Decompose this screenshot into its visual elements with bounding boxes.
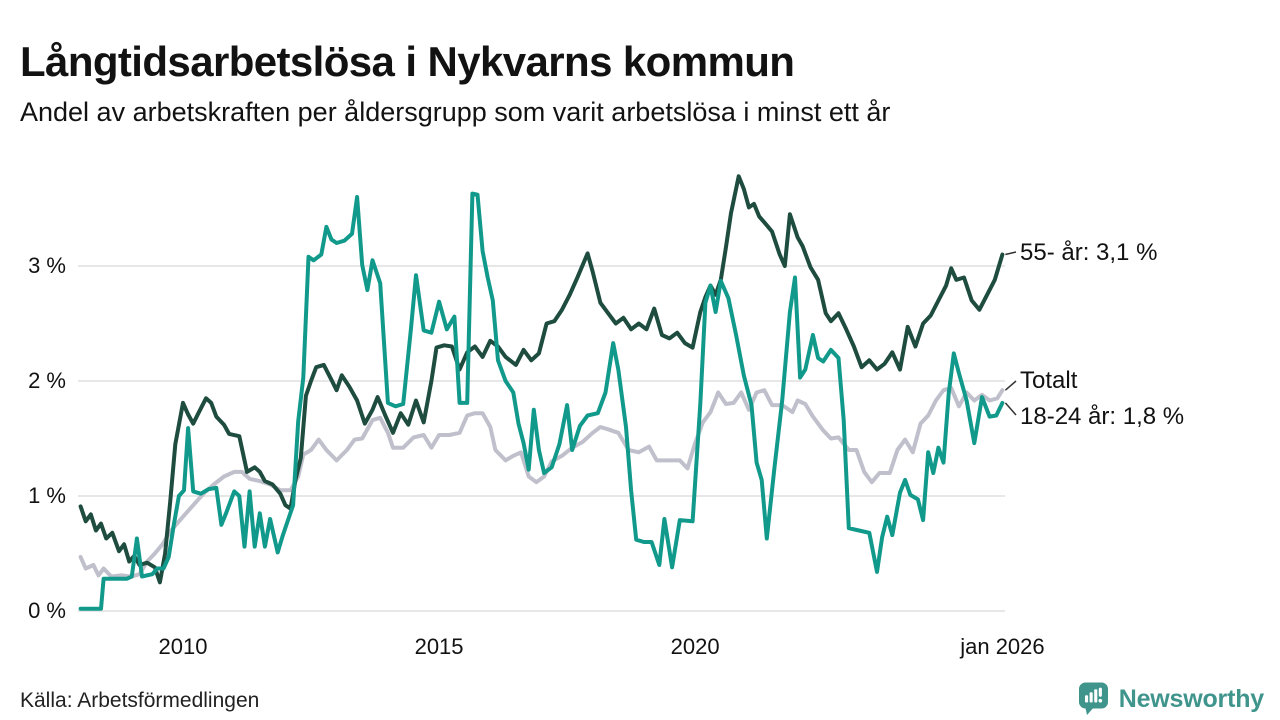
chart-title: Långtidsarbetslösa i Nykvarns kommun	[20, 38, 795, 86]
series-end-label-18-24: 18-24 år: 1,8 %	[1020, 403, 1185, 430]
chart-subtitle: Andel av arbetskraften per åldersgrupp s…	[20, 97, 891, 127]
newsworthy-logo: Newsworthy	[1076, 682, 1264, 716]
label-connector-55	[1005, 251, 1017, 256]
y-tick-label: 3 %	[28, 253, 66, 278]
y-tick-label: 0 %	[28, 598, 66, 623]
series-line-1824	[78, 191, 1005, 611]
plot-canvas	[78, 174, 1017, 612]
label-connector-1824	[1004, 402, 1017, 416]
x-tick-label: 2015	[414, 634, 464, 659]
brand-wordmark: Newsworthy	[1118, 684, 1264, 713]
x-tick-label: jan 2026	[960, 634, 1045, 659]
label-connector-totalt	[1004, 380, 1017, 391]
series-line-55	[78, 174, 1005, 585]
y-tick-label: 1 %	[28, 483, 66, 508]
series-end-label-totalt: Totalt	[1020, 367, 1078, 394]
source-note: Källa: Arbetsförmedlingen	[20, 689, 260, 712]
x-tick-label: 2020	[670, 634, 720, 659]
series-end-label-55: 55- år: 3,1 %	[1020, 239, 1158, 266]
series-line-totalt	[78, 385, 1005, 579]
x-tick-label: 2010	[158, 634, 208, 659]
newsworthy-bubble-chart-icon	[1078, 682, 1108, 715]
y-tick-label: 2 %	[28, 368, 66, 393]
